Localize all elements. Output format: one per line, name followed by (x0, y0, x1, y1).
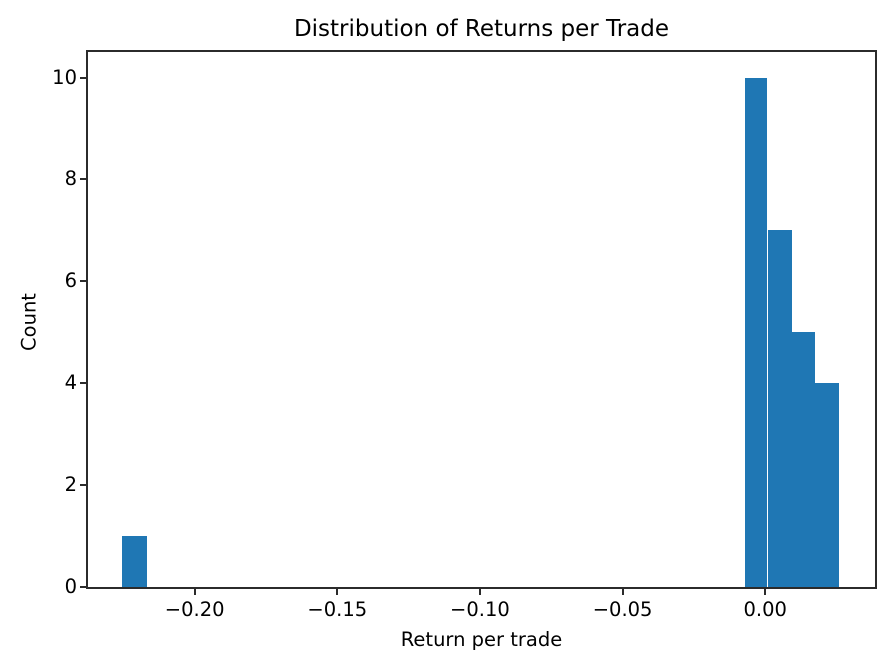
y-tick-mark (80, 586, 86, 588)
x-tick-label: −0.05 (592, 598, 653, 621)
histogram-bar (791, 332, 816, 587)
y-axis-label: Count (17, 293, 41, 351)
y-tick-label: 0 (64, 575, 77, 598)
histogram-bar (745, 77, 768, 587)
x-axis-label: Return per trade (400, 628, 563, 651)
histogram-bar (767, 230, 792, 587)
histogram-bar (121, 536, 147, 587)
y-tick-mark (80, 76, 86, 79)
y-tick-mark (80, 280, 86, 283)
x-tick-label: −0.15 (307, 598, 368, 621)
y-tick-mark (80, 382, 86, 385)
y-tick-label: 4 (64, 371, 77, 395)
y-tick-mark (80, 484, 86, 487)
y-tick-mark (80, 178, 86, 181)
y-tick-label: 2 (64, 473, 77, 497)
x-tick-mark (621, 589, 624, 595)
x-tick-label: −0.20 (164, 598, 225, 621)
x-tick-mark (764, 589, 767, 595)
y-tick-label: 10 (52, 65, 77, 89)
x-tick-mark (478, 589, 481, 595)
x-tick-label: 0.00 (743, 598, 787, 621)
plot-area (86, 50, 877, 589)
histogram-bar (815, 383, 840, 587)
x-tick-label: −0.10 (450, 598, 510, 621)
chart-title: Distribution of Returns per Trade (293, 16, 670, 42)
y-tick-label: 6 (64, 269, 77, 293)
x-tick-mark (336, 589, 339, 595)
x-tick-mark (193, 589, 196, 595)
y-tick-label: 8 (64, 167, 77, 191)
